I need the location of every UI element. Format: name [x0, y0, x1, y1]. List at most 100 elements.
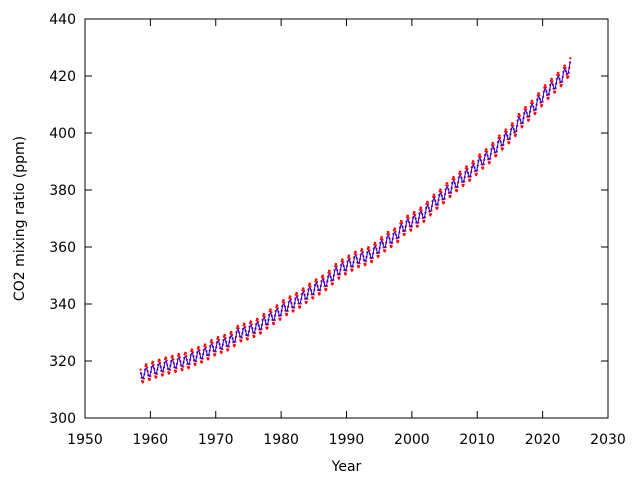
data-point [230, 331, 233, 334]
data-point [269, 308, 272, 311]
data-point [256, 318, 259, 321]
data-point [347, 256, 350, 259]
data-point [416, 224, 419, 227]
data-point [482, 166, 485, 169]
data-point [259, 331, 263, 334]
data-point [194, 363, 197, 366]
data-point [518, 112, 521, 116]
y-axis-ticks: 300 320 340 360 380 400 420 440 [49, 12, 608, 427]
data-point [544, 86, 547, 89]
data-point [357, 265, 361, 268]
plot-frame [84, 18, 609, 419]
data-point [191, 348, 194, 351]
data-point [429, 213, 433, 216]
x-axis-ticks: 1950 1960 1970 1980 1990 2000 2010 2020 2030 [67, 19, 626, 448]
data-point [364, 263, 367, 266]
data-point [142, 380, 145, 383]
x-tick-label: 2020 [525, 432, 561, 448]
data-point [329, 272, 332, 275]
data-point [158, 359, 161, 362]
series-layer [139, 57, 572, 384]
data-point [263, 313, 266, 316]
data-point [165, 356, 168, 360]
data-point [459, 173, 463, 176]
data-point [547, 96, 550, 99]
data-point [204, 343, 207, 346]
data-point [527, 118, 531, 121]
data-point [302, 289, 306, 293]
data-point [276, 306, 279, 310]
data-point [511, 122, 514, 125]
data-point [171, 355, 174, 358]
data-point [168, 371, 171, 374]
data-point [524, 106, 527, 109]
data-point [223, 334, 227, 337]
data-point [485, 148, 488, 151]
data-point [387, 233, 391, 236]
data-point [338, 276, 341, 279]
data-point [342, 261, 345, 264]
data-point [543, 86, 546, 89]
data-point [266, 326, 269, 329]
data-point [413, 211, 416, 214]
data-point [371, 259, 374, 263]
data-point [465, 165, 468, 168]
data-point [295, 292, 299, 295]
data-point [399, 222, 402, 225]
data-point [155, 375, 158, 378]
data-point [393, 227, 397, 231]
y-axis-label: CO2 mixing ratio (ppm) [12, 136, 28, 301]
x-tick-label: 2000 [394, 432, 430, 448]
data-point [390, 244, 393, 248]
data-point [268, 310, 271, 313]
data-point [432, 195, 435, 199]
data-point [308, 282, 312, 286]
y-tick-label: 340 [49, 297, 76, 313]
data-point [562, 66, 565, 69]
data-point [403, 232, 406, 236]
data-point [449, 194, 452, 197]
data-point [536, 94, 539, 97]
data-point [275, 306, 278, 309]
data-point [282, 299, 285, 302]
data-point [498, 134, 501, 137]
data-point [299, 305, 302, 308]
data-point [530, 101, 533, 104]
data-point [420, 206, 423, 210]
data-point [514, 133, 518, 136]
data-point [283, 301, 286, 304]
data-point [538, 94, 541, 97]
data-point [501, 147, 504, 150]
data-point [152, 361, 155, 364]
data-point [309, 285, 312, 288]
data-point [478, 153, 482, 156]
data-point [427, 203, 430, 206]
data-point [446, 182, 449, 185]
data-point [250, 320, 253, 323]
data-point [377, 254, 380, 257]
data-point [380, 236, 384, 239]
data-point [563, 64, 567, 67]
data-point [276, 304, 279, 307]
data-point [305, 300, 308, 304]
data-point [318, 292, 321, 295]
y-tick-label: 420 [49, 69, 76, 85]
data-point [503, 130, 507, 133]
data-point [459, 170, 462, 173]
data-point [518, 114, 521, 118]
data-point [505, 128, 508, 131]
data-point [485, 150, 489, 154]
trend-line [140, 61, 571, 380]
data-point [355, 253, 358, 256]
data-point [510, 124, 513, 127]
data-point [246, 337, 249, 340]
data-point [469, 178, 472, 181]
data-point [161, 373, 165, 376]
data-point [534, 111, 537, 114]
data-point [549, 79, 552, 83]
data-point [407, 217, 410, 220]
data-point [384, 249, 387, 252]
data-point [243, 323, 246, 326]
data-point [214, 353, 217, 356]
